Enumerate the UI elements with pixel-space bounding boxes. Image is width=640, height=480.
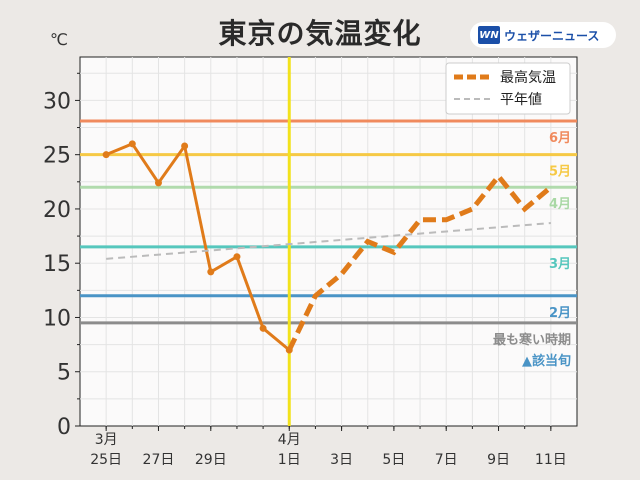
x-tick-label: 11日 — [535, 452, 567, 468]
y-tick-label: 5 — [57, 361, 71, 386]
series-line-observed — [105, 141, 291, 352]
observed-point — [207, 268, 215, 276]
weathernews-logo: WN ウェザーニュース — [470, 22, 616, 48]
observed-point — [181, 142, 189, 150]
wn-logo-icon: WN — [478, 26, 500, 44]
x-tick-label: 9日 — [487, 452, 510, 468]
y-axis-unit: ℃ — [50, 30, 68, 49]
reference-label-may: 5月 — [549, 165, 571, 180]
reference-label-coldest: 最も寒い時期 — [493, 332, 571, 348]
observed-point — [102, 151, 110, 159]
x-tick-label: 4月 1日 — [278, 432, 301, 468]
y-tick-label: 15 — [43, 252, 71, 277]
x-tick-label: 3日 — [330, 452, 353, 468]
chart-title: 東京の気温変化 — [218, 17, 422, 50]
legend-label: 最高気温 — [500, 69, 556, 86]
y-tick-label: 25 — [43, 144, 71, 169]
reference-label-feb: 2月 — [549, 306, 571, 321]
reference-label-mar: 3月 — [549, 257, 571, 272]
y-tick-label: 20 — [43, 198, 71, 223]
observed-point — [233, 253, 241, 261]
reference-label-apr: 4月 — [549, 197, 571, 212]
observed-point — [259, 324, 267, 332]
x-tick-label: 5日 — [382, 452, 405, 468]
plot-area — [79, 56, 578, 427]
x-tick-label: 29日 — [195, 452, 227, 468]
y-tick-label: 30 — [43, 89, 71, 114]
y-tick-label: 10 — [43, 306, 71, 331]
y-tick-label: 0 — [57, 415, 71, 440]
x-tick-label: 3月 25日 — [90, 432, 122, 468]
series-line-normal — [106, 222, 551, 260]
reference-label-jun: 6月 — [549, 131, 571, 146]
legend-box — [445, 62, 571, 115]
x-tick-label: 7日 — [435, 452, 458, 468]
marker-label: ▲該当旬 — [522, 353, 571, 369]
legend-label: 平年値 — [500, 92, 542, 108]
logo-text: ウェザーニュース — [504, 28, 600, 43]
observed-point — [154, 179, 162, 187]
series-line-forecast — [287, 172, 553, 352]
observed-point — [128, 140, 136, 148]
x-tick-label: 27日 — [143, 452, 175, 468]
